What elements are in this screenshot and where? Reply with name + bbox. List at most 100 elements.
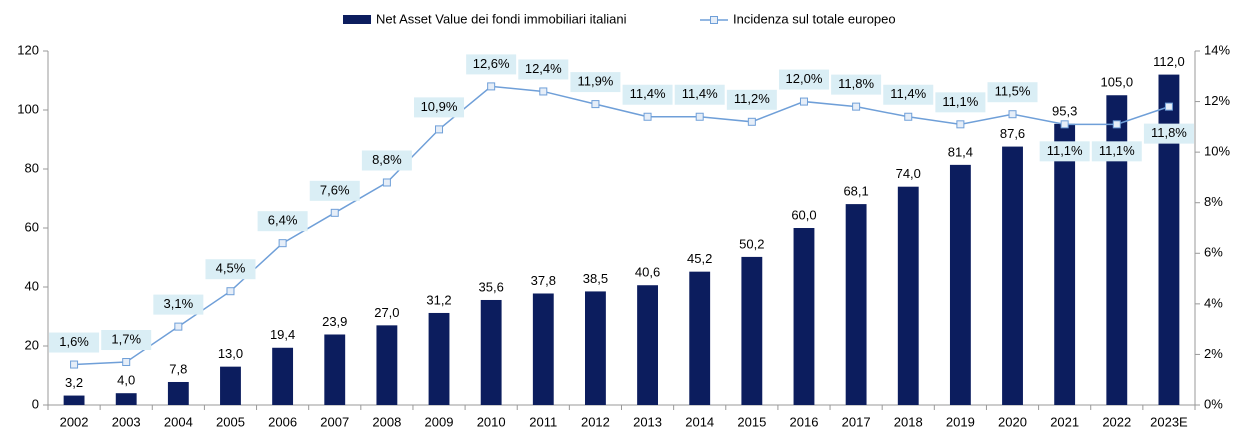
x-tick-label: 2015 (737, 414, 766, 429)
x-tick-label: 2019 (946, 414, 975, 429)
legend-label: Net Asset Value dei fondi immobiliari it… (376, 11, 627, 26)
bar (428, 312, 450, 405)
line-marker (956, 120, 965, 129)
y2-tick-label: 4% (1204, 295, 1223, 310)
line-marker (799, 97, 808, 106)
line-label: 4,5% (216, 261, 246, 276)
line-label: 11,1% (1099, 143, 1135, 158)
line-label: 11,2% (734, 91, 770, 106)
line-label-box (153, 294, 204, 315)
line-label-box (1143, 123, 1194, 144)
bar (1002, 146, 1023, 405)
x-tick-label: 2018 (894, 414, 923, 429)
bar-label: 40,6 (635, 265, 660, 280)
line-label-box (518, 59, 569, 80)
bar (1054, 123, 1076, 406)
bar (1106, 95, 1128, 405)
y-tick-label: 100 (17, 101, 39, 116)
line-marker (382, 178, 391, 187)
line-label-box (778, 69, 829, 90)
line-label: 3,1% (164, 296, 194, 311)
bar-label: 87,6 (1000, 126, 1025, 141)
x-tick-label: 2013 (633, 414, 662, 429)
x-tick-label: 2017 (842, 414, 871, 429)
x-tick-label: 2021 (1050, 414, 1079, 429)
y-tick-label: 80 (25, 160, 39, 175)
x-tick-label: 2014 (685, 414, 714, 429)
bar-label: 7,8 (169, 361, 187, 376)
line-marker (278, 239, 287, 248)
bar-label: 13,0 (218, 346, 243, 361)
x-tick-label: 2009 (425, 414, 454, 429)
bar (272, 347, 294, 405)
bar (167, 381, 189, 405)
bar-label: 68,1 (843, 184, 868, 199)
y2-tick-label: 14% (1204, 42, 1230, 57)
x-tick-label: 2002 (60, 414, 89, 429)
line-label-box (49, 332, 100, 353)
x-tick-label: 2022 (1102, 414, 1131, 429)
line-label-box (831, 74, 882, 95)
line-label: 11,8% (1151, 125, 1187, 140)
bar (637, 285, 658, 405)
line-label: 7,6% (320, 182, 350, 197)
line-label: 11,5% (995, 84, 1031, 99)
x-tick-label: 2005 (216, 414, 245, 429)
line-label: 12,0% (786, 71, 823, 86)
line-marker (330, 208, 339, 217)
y2-tick-label: 2% (1204, 346, 1223, 361)
bar (324, 334, 346, 405)
y-tick-label: 40 (25, 278, 39, 293)
line-label-box (257, 211, 308, 232)
line-label-box (883, 84, 934, 105)
bar (376, 325, 398, 405)
line-label-box (205, 259, 256, 280)
x-tick-label: 2011 (529, 414, 557, 429)
x-tick-label: 2023E (1150, 414, 1188, 429)
line-marker (122, 358, 131, 367)
y2-tick-label: 10% (1204, 144, 1230, 159)
line-marker (852, 102, 861, 111)
line-label: 11,4% (682, 86, 718, 101)
bar (793, 228, 815, 405)
line-label-box (1039, 141, 1090, 162)
bar-label: 35,6 (479, 279, 504, 294)
line-label-box (622, 84, 673, 105)
line-label: 12,4% (525, 61, 562, 76)
line-marker (1164, 102, 1173, 111)
bar-label: 112,0 (1153, 54, 1185, 69)
legend-marker (710, 16, 718, 24)
line-marker (591, 100, 600, 109)
bar-label: 19,4 (270, 327, 295, 342)
bar-label: 38,5 (583, 271, 608, 286)
bar-label: 95,3 (1052, 103, 1077, 118)
bar (63, 395, 85, 405)
line-label-box (361, 150, 412, 171)
bar-label: 23,9 (322, 314, 347, 329)
line-marker (70, 360, 79, 369)
line-label: 11,4% (630, 86, 666, 101)
line-marker (643, 112, 652, 121)
line-label-box (309, 180, 360, 201)
x-tick-label: 2020 (998, 414, 1027, 429)
bar (689, 271, 711, 405)
line-marker (904, 112, 913, 121)
bar-label: 4,0 (117, 373, 135, 388)
line-label: 6,4% (268, 213, 298, 228)
line-label: 1,6% (59, 334, 89, 349)
line-marker (487, 82, 496, 91)
bar (845, 204, 867, 405)
line (74, 85, 1170, 366)
line-label: 1,7% (111, 331, 141, 346)
line-label-box (987, 82, 1038, 103)
bar-label: 105,0 (1101, 75, 1134, 90)
bar (1158, 74, 1180, 405)
bar (115, 393, 137, 405)
y-tick-label: 0 (32, 396, 39, 411)
line-label: 12,6% (473, 56, 510, 71)
x-tick-label: 2003 (112, 414, 141, 429)
bar (585, 291, 606, 405)
line-label-box (466, 54, 517, 75)
bar (897, 186, 919, 405)
